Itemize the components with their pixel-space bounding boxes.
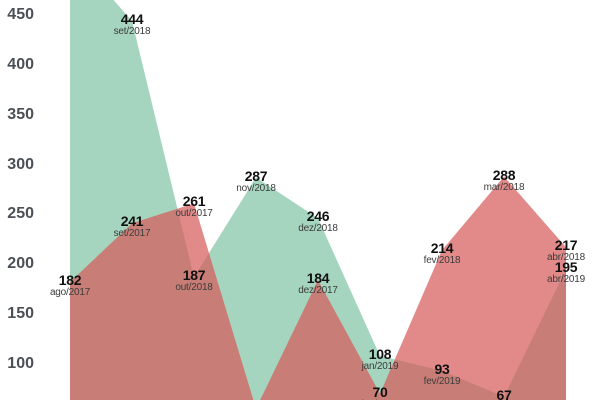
y-axis-tick-150: 150 — [7, 305, 34, 322]
y-axis: 450 400 350 300 250 200 150 100 — [0, 0, 34, 400]
y-axis-tick-300: 300 — [7, 155, 34, 173]
y-axis-tick-200: 200 — [7, 255, 34, 273]
y-axis-tick-100: 100 — [7, 354, 34, 372]
y-axis-tick-350: 350 — [7, 105, 34, 123]
y-axis-tick-250: 250 — [7, 205, 34, 223]
area-season-2017-2018 — [70, 176, 566, 400]
y-axis-tick-400: 400 — [7, 55, 34, 73]
y-axis-tick-450: 450 — [7, 6, 34, 23]
